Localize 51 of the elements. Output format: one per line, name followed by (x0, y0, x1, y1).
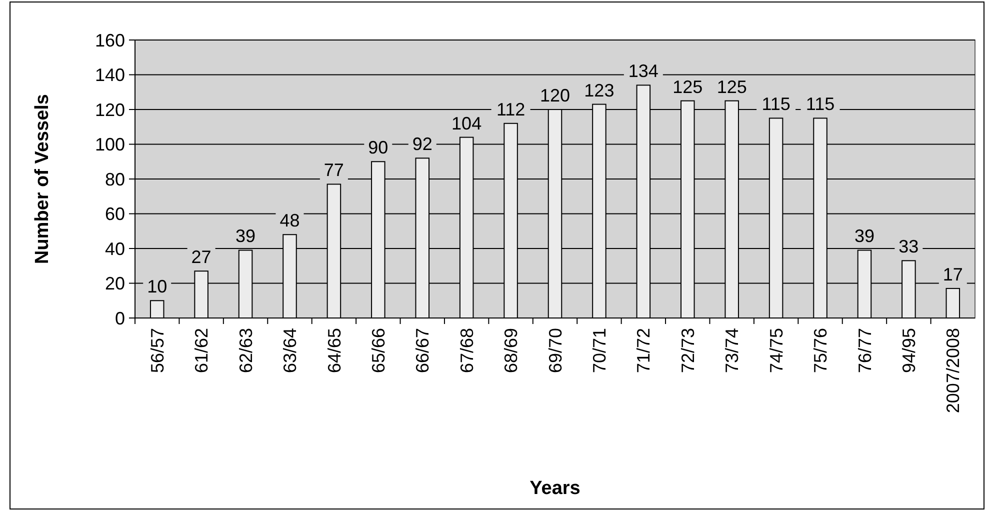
data-label: 77 (324, 160, 344, 180)
y-tick-label: 120 (94, 100, 125, 120)
y-tick-label: 20 (104, 274, 125, 294)
bar (946, 288, 960, 318)
x-tick-label: 75/76 (810, 328, 831, 374)
x-tick-label: 94/95 (898, 328, 919, 374)
data-label: 134 (628, 61, 658, 82)
x-tick-label: 67/68 (456, 328, 477, 374)
x-tick-label: 61/62 (192, 328, 212, 374)
x-axis-title: Years (530, 478, 580, 499)
y-tick-label: 100 (94, 134, 125, 155)
data-label: 90 (368, 138, 388, 158)
data-label: 17 (942, 264, 963, 284)
data-label: 125 (672, 76, 703, 97)
x-tick-label: 71/72 (634, 328, 654, 374)
data-label: 115 (762, 94, 790, 114)
data-label: 39 (854, 226, 874, 246)
x-tick-label: 62/63 (236, 328, 256, 374)
bar (150, 300, 164, 318)
x-tick-label: 72/73 (678, 328, 698, 374)
x-tick-label: 74/75 (766, 328, 786, 374)
data-label: 115 (806, 94, 835, 114)
y-tick-label: 80 (104, 169, 125, 190)
x-tick-label: 64/65 (324, 328, 344, 374)
y-tick-label: 0 (114, 308, 125, 328)
x-tick-label: 2007/2008 (943, 328, 964, 414)
x-tick-label: 76/77 (854, 328, 875, 374)
data-label: 125 (716, 76, 747, 97)
data-label: 123 (584, 80, 614, 100)
y-tick-label: 160 (94, 30, 125, 50)
data-label: 27 (191, 247, 212, 268)
x-tick-label: 66/67 (412, 328, 433, 374)
x-tick-label: 70/71 (590, 328, 610, 374)
y-tick-label: 140 (94, 65, 125, 86)
x-tick-label: 56/57 (147, 328, 168, 374)
y-tick-label: 40 (104, 238, 125, 259)
data-label: 48 (280, 210, 300, 231)
y-axis-title: Number of Vessels (32, 94, 53, 264)
data-label: 112 (496, 99, 526, 120)
data-label: 10 (147, 276, 168, 297)
data-label: 39 (236, 226, 256, 246)
x-tick-label: 63/64 (280, 328, 300, 374)
x-tick-label: 68/69 (501, 328, 522, 374)
data-label: 33 (898, 236, 919, 257)
x-tick-label: 73/74 (722, 328, 742, 374)
x-tick-label: 69/70 (545, 328, 566, 374)
data-label: 104 (452, 113, 482, 134)
data-label: 92 (412, 134, 432, 154)
data-label: 120 (540, 86, 570, 106)
x-tick-label: 65/66 (368, 328, 388, 374)
y-tick-label: 60 (104, 204, 125, 224)
